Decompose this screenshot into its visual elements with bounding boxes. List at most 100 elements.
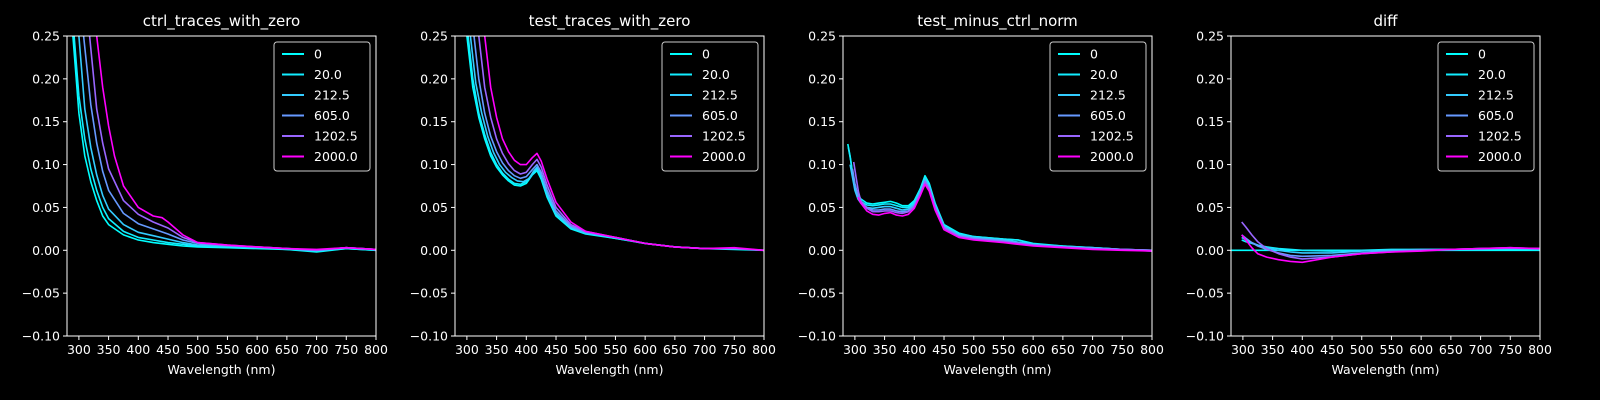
y-tick-label: 0.25 bbox=[420, 29, 448, 44]
legend: 0 20.0 212.5 605.0 1202.5 2000.0 bbox=[273, 41, 371, 172]
x-tick-label: 650 bbox=[1439, 342, 1463, 357]
x-tick-label: 750 bbox=[722, 342, 746, 357]
y-tick-label: 0.20 bbox=[1196, 71, 1224, 86]
y-tick-label: 0.15 bbox=[420, 114, 448, 129]
x-tick-label: 600 bbox=[1409, 342, 1433, 357]
x-tick-label: 700 bbox=[305, 342, 329, 357]
y-tick-label: 0.20 bbox=[808, 71, 836, 86]
chart-title: ctrl_traces_with_zero bbox=[143, 12, 300, 31]
legend-label: 1202.5 bbox=[1090, 129, 1134, 144]
y-tick-label: −0.10 bbox=[22, 329, 60, 344]
x-tick-label: 500 bbox=[962, 342, 986, 357]
legend-label: 212.5 bbox=[314, 88, 350, 103]
x-tick-label: 400 bbox=[902, 342, 926, 357]
series-group bbox=[847, 143, 1152, 252]
legend-label: 20.0 bbox=[314, 67, 342, 82]
x-tick-label: 650 bbox=[275, 342, 299, 357]
y-tick-label: −0.05 bbox=[22, 286, 60, 301]
x-tick-label: 700 bbox=[1469, 342, 1493, 357]
series-line-2000-0 bbox=[857, 183, 1152, 252]
x-tick-label: 800 bbox=[752, 342, 776, 357]
plot-frame bbox=[1230, 35, 1541, 337]
y-tick-label: 0.10 bbox=[808, 157, 836, 172]
series-line-2000-0 bbox=[483, 36, 764, 252]
legend-label: 605.0 bbox=[702, 108, 738, 123]
y-tick-label: 0.05 bbox=[808, 200, 836, 215]
x-tick-label: 600 bbox=[633, 342, 657, 357]
y-tick-label: 0.15 bbox=[808, 114, 836, 129]
x-tick-label: 400 bbox=[126, 342, 150, 357]
legend-label: 20.0 bbox=[702, 67, 730, 82]
series-group bbox=[72, 36, 376, 253]
legend-label: 0 bbox=[1090, 47, 1098, 62]
legend: 0 20.0 212.5 605.0 1202.5 2000.0 bbox=[661, 41, 759, 172]
chart-title: diff bbox=[1373, 12, 1398, 30]
x-tick-label: 400 bbox=[1290, 342, 1314, 357]
chart-panel-4: diff 300 350 400 450 500 550 600 650 700 750 800 −0.… bbox=[1186, 12, 1552, 377]
x-tick-label: 300 bbox=[455, 342, 479, 357]
chart-title: test_traces_with_zero bbox=[529, 12, 691, 31]
y-tick-label: −0.10 bbox=[1186, 329, 1224, 344]
x-axis-label: Wavelength (nm) bbox=[944, 362, 1052, 377]
series-group bbox=[466, 36, 764, 252]
x-tick-label: 400 bbox=[514, 342, 538, 357]
chart-title: test_minus_ctrl_norm bbox=[917, 12, 1078, 31]
x-tick-label: 450 bbox=[156, 342, 180, 357]
y-tick-label: 0.15 bbox=[32, 114, 60, 129]
x-tick-label: 450 bbox=[544, 342, 568, 357]
y-tick-label: 0.25 bbox=[32, 29, 60, 44]
x-axis-label: Wavelength (nm) bbox=[556, 362, 664, 377]
x-tick-label: 350 bbox=[97, 342, 121, 357]
x-tick-label: 550 bbox=[1380, 342, 1404, 357]
x-tick-label: 600 bbox=[245, 342, 269, 357]
legend: 0 20.0 212.5 605.0 1202.5 2000.0 bbox=[1437, 41, 1535, 172]
x-tick-label: 550 bbox=[604, 342, 628, 357]
chart-panel-1: ctrl_traces_with_zero 300 350 400 450 500 550 6… bbox=[22, 12, 388, 377]
y-tick-label: 0.10 bbox=[1196, 157, 1224, 172]
plot-frame bbox=[454, 35, 765, 337]
y-tick-label: 0.00 bbox=[808, 243, 836, 258]
legend-label: 2000.0 bbox=[1090, 149, 1134, 164]
x-tick-label: 350 bbox=[1261, 342, 1285, 357]
x-tick-label: 700 bbox=[1081, 342, 1105, 357]
legend-label: 2000.0 bbox=[1478, 149, 1522, 164]
x-tick-label: 350 bbox=[485, 342, 509, 357]
y-tick-label: 0.00 bbox=[420, 243, 448, 258]
x-tick-label: 350 bbox=[873, 342, 897, 357]
plot-frame bbox=[842, 35, 1153, 337]
legend-label: 20.0 bbox=[1478, 67, 1506, 82]
legend-label: 212.5 bbox=[1090, 88, 1126, 103]
legend-label: 0 bbox=[1478, 47, 1486, 62]
y-tick-label: 0.10 bbox=[420, 157, 448, 172]
y-tick-label: 0.05 bbox=[1196, 200, 1224, 215]
legend-label: 212.5 bbox=[1478, 88, 1514, 103]
x-tick-label: 500 bbox=[574, 342, 598, 357]
chart-panel-2: test_traces_with_zero 300 350 400 450 500 550 6… bbox=[410, 12, 776, 377]
series-line-2000-0 bbox=[1241, 234, 1540, 264]
legend-label: 2000.0 bbox=[702, 149, 746, 164]
x-tick-label: 800 bbox=[364, 342, 388, 357]
x-tick-label: 450 bbox=[932, 342, 956, 357]
x-tick-label: 550 bbox=[216, 342, 240, 357]
y-tick-label: −0.05 bbox=[1186, 286, 1224, 301]
x-axis-label: Wavelength (nm) bbox=[1332, 362, 1440, 377]
y-tick-label: 0.05 bbox=[32, 200, 60, 215]
y-tick-label: 0.00 bbox=[1196, 243, 1224, 258]
legend: 0 20.0 212.5 605.0 1202.5 2000.0 bbox=[1049, 41, 1147, 172]
y-tick-label: −0.05 bbox=[410, 286, 448, 301]
x-tick-label: 500 bbox=[1350, 342, 1374, 357]
y-tick-label: −0.10 bbox=[410, 329, 448, 344]
y-tick-label: 0.20 bbox=[420, 71, 448, 86]
plot-frame bbox=[66, 35, 377, 337]
x-tick-label: 750 bbox=[1498, 342, 1522, 357]
x-tick-label: 600 bbox=[1021, 342, 1045, 357]
x-tick-label: 300 bbox=[843, 342, 867, 357]
x-tick-label: 750 bbox=[1110, 342, 1134, 357]
x-tick-label: 800 bbox=[1140, 342, 1164, 357]
legend-label: 605.0 bbox=[314, 108, 350, 123]
y-tick-label: −0.05 bbox=[798, 286, 836, 301]
y-tick-label: 0.00 bbox=[32, 243, 60, 258]
legend-label: 212.5 bbox=[702, 88, 738, 103]
legend-label: 0 bbox=[702, 47, 710, 62]
